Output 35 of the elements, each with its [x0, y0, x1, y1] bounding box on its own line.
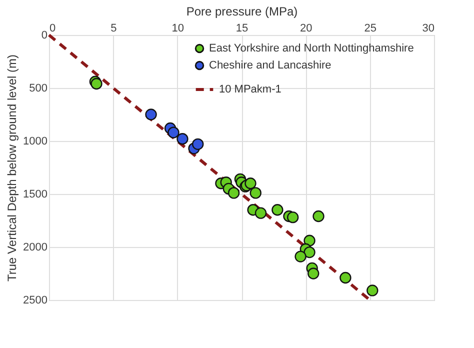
x-tick-label: 15 [236, 22, 248, 34]
x-tick-label: 30 [422, 22, 434, 34]
point [254, 207, 267, 219]
point [250, 187, 262, 199]
point [286, 211, 299, 224]
point [244, 178, 256, 190]
point [304, 234, 316, 246]
point [90, 78, 102, 90]
point [294, 250, 306, 262]
x-tick-label: 10 [172, 22, 184, 34]
point [308, 268, 320, 280]
x-tick-label: 20 [300, 22, 312, 34]
point [192, 138, 204, 150]
x-tick-label: 0 [50, 22, 56, 34]
y-tick-label: 2000 [23, 242, 48, 254]
point [366, 284, 378, 296]
legend-label: 10 MPakm-1 [219, 84, 282, 96]
point [176, 133, 188, 145]
y-tick-label: 1000 [23, 136, 48, 148]
x-tick-label: 5 [110, 22, 117, 34]
y-tick-label: 1500 [23, 188, 48, 200]
y-tick-label: 500 [29, 82, 48, 94]
legend-label: Cheshire and Lancashire [209, 60, 332, 72]
point [272, 204, 284, 216]
point [145, 108, 157, 120]
y-tick-label: 2500 [23, 294, 48, 306]
y-axis-title: True Vertical Depth below ground level (m) [5, 54, 20, 282]
x-axis-title: Pore pressure (MPa) [186, 4, 298, 18]
point [304, 246, 316, 258]
legend-label: East Yorkshire and North Nottinghamshire [209, 42, 414, 54]
point [168, 126, 180, 138]
x-tick-label: 25 [364, 22, 376, 34]
point [340, 272, 352, 284]
point [312, 210, 324, 222]
point [228, 187, 240, 199]
